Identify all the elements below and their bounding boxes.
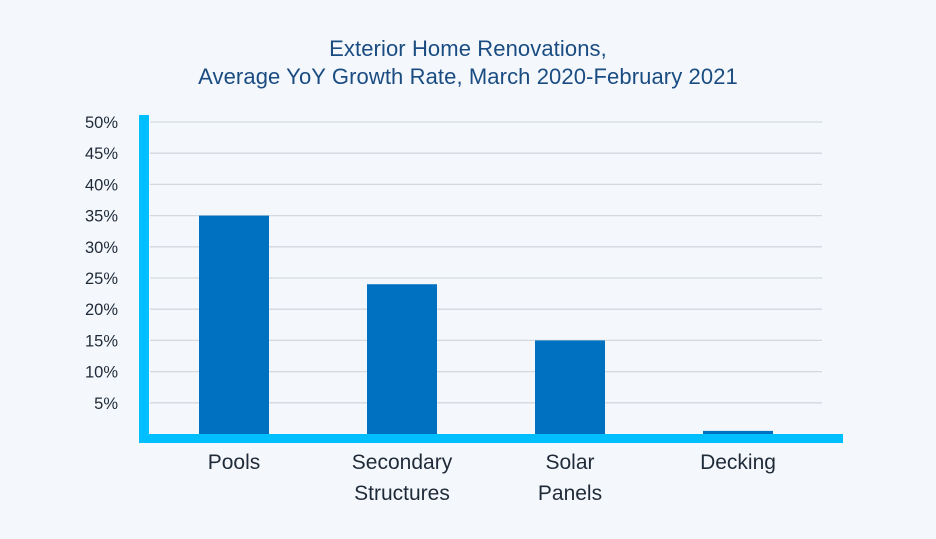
y-tick-label: 15% — [85, 332, 118, 350]
x-category-label: Panels — [538, 482, 602, 505]
y-tick-label: 20% — [85, 301, 118, 319]
x-category-label: Decking — [700, 451, 776, 474]
bar — [367, 284, 437, 434]
bar — [199, 215, 269, 434]
bars — [199, 215, 773, 434]
y-tick-label: 45% — [85, 145, 118, 163]
y-tick-label: 5% — [94, 395, 118, 413]
bar — [703, 430, 773, 434]
chart-title-line-2: Average YoY Growth Rate, March 2020-Febr… — [198, 64, 738, 89]
x-axis-category-labels: Pools Secondary Structures Solar Panels Decki… — [208, 451, 776, 505]
axes — [139, 115, 843, 443]
y-tick-label: 35% — [85, 208, 118, 226]
x-category-label: Solar — [545, 451, 594, 474]
y-tick-label: 50% — [85, 114, 118, 132]
bar — [535, 340, 605, 434]
chart-title-line-1: Exterior Home Renovations, — [329, 36, 607, 61]
y-tick-label: 10% — [85, 364, 118, 382]
x-category-label: Pools — [208, 451, 261, 474]
y-axis-line — [139, 115, 149, 443]
y-axis-tick-labels: 5% 10% 15% 20% 25% 30% 35% 40% 45% 50% — [85, 114, 118, 413]
x-axis-line — [139, 434, 843, 443]
x-category-label: Secondary — [352, 451, 453, 474]
y-tick-label: 30% — [85, 239, 118, 257]
x-category-label: Structures — [354, 482, 450, 505]
y-tick-label: 25% — [85, 270, 118, 288]
y-tick-label: 40% — [85, 176, 118, 194]
